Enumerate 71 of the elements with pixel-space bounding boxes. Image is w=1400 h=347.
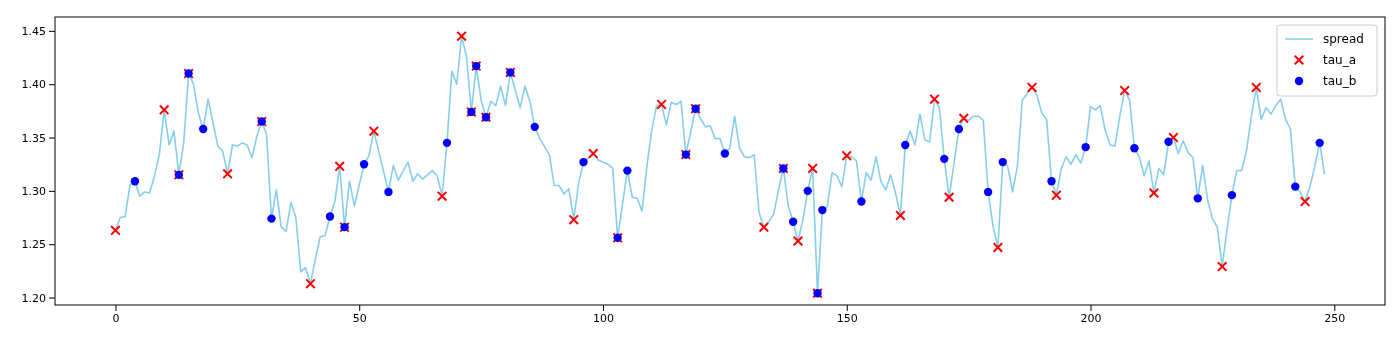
point <box>958 113 970 124</box>
x-tick-label: 50 <box>352 311 367 325</box>
y-tick-label: 1.20 <box>21 291 46 305</box>
point <box>1216 261 1228 272</box>
point <box>222 168 233 180</box>
point <box>1119 85 1130 96</box>
point <box>442 138 452 148</box>
point <box>983 187 993 197</box>
point <box>792 235 804 247</box>
point <box>325 212 335 221</box>
legend-label: spread <box>1323 32 1364 46</box>
point <box>334 161 346 172</box>
point <box>384 187 393 197</box>
point <box>992 242 1004 253</box>
point <box>158 104 170 116</box>
y-tick-label: 1.30 <box>21 184 46 198</box>
point <box>943 191 955 203</box>
point <box>720 149 730 158</box>
point <box>1081 142 1090 152</box>
point <box>656 99 667 110</box>
point <box>1227 190 1237 200</box>
point <box>530 122 539 132</box>
point <box>929 93 940 105</box>
point <box>788 217 798 226</box>
point <box>1148 187 1160 199</box>
point <box>954 124 964 134</box>
point <box>998 157 1007 167</box>
point <box>110 225 121 236</box>
x-tick-label: 150 <box>836 311 858 325</box>
point <box>1250 82 1262 93</box>
point <box>895 210 906 221</box>
point <box>199 124 208 134</box>
point <box>841 150 853 161</box>
point <box>436 190 448 202</box>
legend-label: tau_a <box>1323 53 1357 67</box>
point <box>359 160 369 169</box>
point <box>456 30 467 42</box>
point <box>623 166 632 175</box>
point <box>579 157 588 167</box>
point <box>1047 177 1056 186</box>
point <box>1130 144 1139 153</box>
point <box>758 221 770 233</box>
point <box>305 278 316 289</box>
point <box>1299 196 1311 207</box>
point <box>568 214 580 225</box>
x-tick-label: 200 <box>1080 311 1102 325</box>
point <box>587 148 599 159</box>
point <box>901 140 910 150</box>
x-tick-label: 0 <box>112 311 120 325</box>
y-tick-label: 1.35 <box>21 131 46 145</box>
point <box>267 214 276 223</box>
point <box>1193 194 1202 203</box>
point <box>1168 132 1179 143</box>
point <box>857 197 866 206</box>
point <box>807 163 818 174</box>
point <box>130 177 140 186</box>
point <box>1026 82 1038 93</box>
point <box>1164 137 1173 146</box>
y-tick-label: 1.40 <box>21 78 46 92</box>
legend-label: tau_b <box>1323 74 1357 88</box>
point <box>368 125 380 137</box>
point <box>1315 138 1324 148</box>
y-tick-label: 1.45 <box>21 24 46 38</box>
x-tick-label: 100 <box>592 311 614 325</box>
point <box>940 154 949 164</box>
point <box>818 205 827 215</box>
point <box>1051 189 1062 201</box>
point <box>803 186 812 196</box>
point <box>1291 182 1300 191</box>
x-tick-label: 250 <box>1324 311 1346 325</box>
y-tick-label: 1.25 <box>21 238 46 252</box>
